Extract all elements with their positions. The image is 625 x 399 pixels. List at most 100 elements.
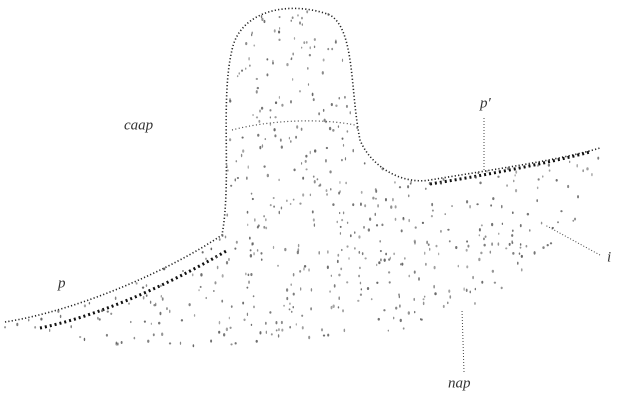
dot	[248, 165, 249, 168]
dot	[230, 185, 232, 187]
dot	[275, 321, 277, 324]
dot	[343, 144, 344, 147]
dot	[317, 178, 319, 180]
dot	[136, 282, 138, 285]
dot	[257, 87, 259, 89]
dot	[423, 298, 425, 300]
dot	[466, 249, 468, 252]
dot	[466, 289, 468, 292]
dot	[327, 250, 328, 253]
dot	[415, 226, 417, 228]
dot	[257, 134, 259, 137]
dot	[169, 342, 171, 344]
dot	[130, 321, 131, 323]
outline	[5, 8, 600, 322]
dot	[346, 105, 348, 108]
dot	[414, 311, 415, 313]
dot	[235, 342, 237, 344]
dot	[253, 44, 255, 46]
dot	[297, 14, 299, 16]
dot	[296, 125, 298, 128]
dot	[483, 237, 485, 240]
dot	[537, 164, 539, 167]
dot	[376, 282, 378, 284]
dot	[146, 294, 148, 297]
dot	[116, 342, 118, 345]
dot	[188, 303, 190, 306]
dot	[301, 315, 303, 317]
dot	[326, 147, 328, 149]
dot	[383, 309, 385, 311]
dot	[418, 277, 420, 281]
dot	[511, 240, 512, 242]
dot	[280, 139, 282, 142]
dot	[342, 137, 344, 139]
dot	[360, 293, 362, 295]
dot	[256, 90, 258, 93]
dot	[395, 307, 397, 310]
leader-line	[545, 225, 600, 255]
dot	[414, 240, 416, 243]
dot	[577, 195, 579, 198]
dot	[372, 197, 374, 200]
dot	[259, 331, 261, 334]
dot	[242, 136, 244, 138]
dot	[393, 252, 395, 255]
dot	[431, 215, 433, 217]
dot	[464, 287, 465, 290]
dot	[308, 268, 310, 271]
dot	[237, 75, 238, 77]
dot	[219, 321, 221, 325]
dot	[364, 257, 366, 259]
dot	[322, 71, 324, 74]
dot	[241, 154, 242, 157]
dot	[252, 198, 254, 200]
dot	[271, 333, 273, 335]
dot	[358, 251, 360, 254]
dot	[276, 329, 278, 331]
dot	[230, 327, 232, 329]
dot	[358, 275, 360, 278]
dot	[458, 265, 459, 268]
dot	[447, 229, 449, 231]
dot	[278, 328, 280, 331]
dot	[160, 285, 162, 287]
dot	[305, 160, 307, 163]
dot	[269, 109, 271, 111]
dot	[352, 149, 353, 153]
dot	[314, 46, 315, 49]
dot	[49, 329, 50, 332]
dot	[557, 221, 559, 223]
dot	[278, 334, 279, 338]
dot	[231, 305, 233, 308]
dot	[264, 20, 266, 23]
dot	[312, 93, 314, 97]
dot	[226, 165, 227, 168]
dot	[368, 228, 370, 231]
dot	[257, 226, 259, 229]
dot	[311, 288, 312, 291]
dot	[547, 244, 549, 246]
dot	[278, 179, 280, 182]
dot	[247, 211, 249, 214]
dot	[218, 331, 220, 334]
dot	[326, 189, 328, 192]
dot	[329, 170, 331, 173]
dot	[344, 329, 346, 333]
dot	[236, 241, 238, 244]
dot	[502, 223, 503, 225]
dot	[40, 318, 42, 321]
leader-line	[462, 310, 464, 372]
dot	[476, 203, 478, 205]
dot	[408, 311, 410, 315]
dot	[89, 302, 90, 305]
dot	[292, 53, 294, 56]
dot	[310, 151, 311, 154]
dot	[298, 244, 299, 247]
dot	[512, 211, 514, 214]
dot	[266, 58, 268, 60]
dot	[362, 252, 364, 255]
dot	[310, 194, 311, 197]
dot	[335, 105, 337, 107]
dot	[332, 304, 334, 307]
